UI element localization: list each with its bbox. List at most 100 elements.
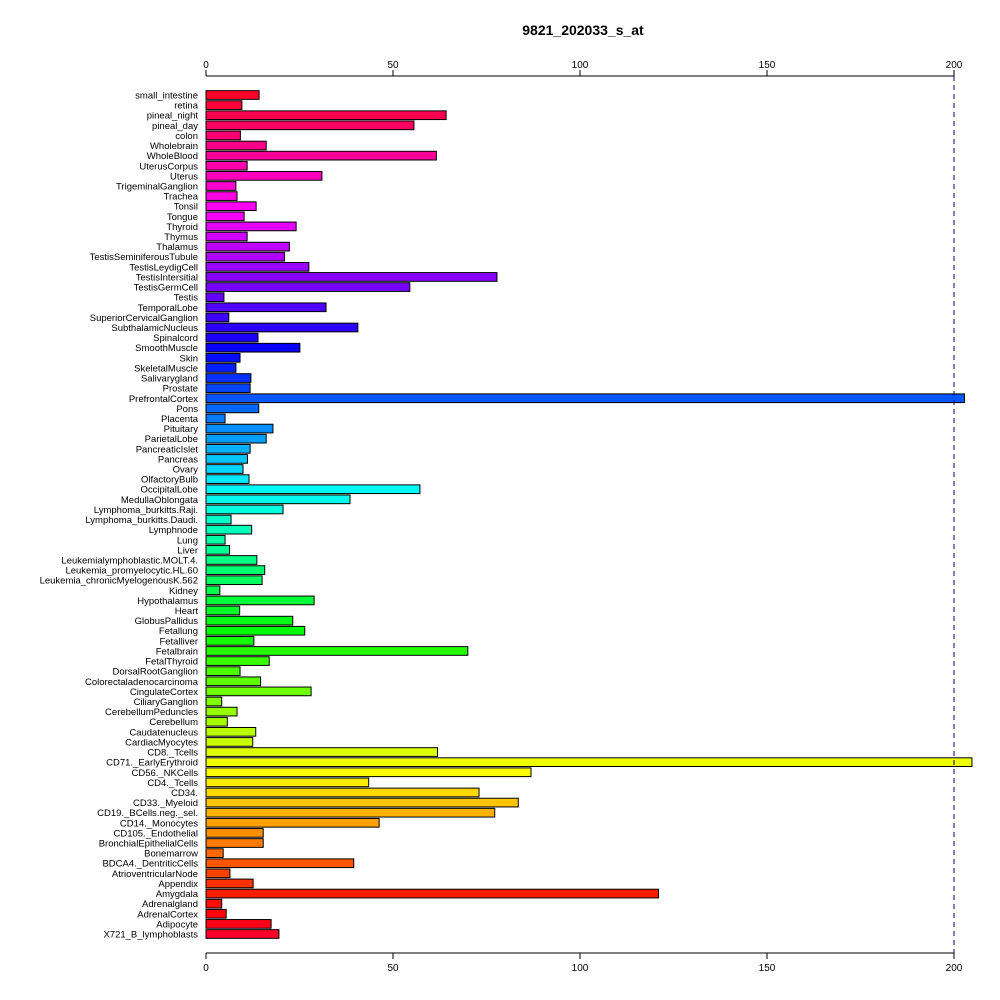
axis-tick-label: 0: [203, 963, 209, 974]
bar: [205, 261, 310, 272]
bar: [205, 272, 498, 282]
category-label: Cerebellum: [149, 717, 198, 728]
bar: [205, 423, 274, 434]
category-label: Testis: [174, 293, 199, 304]
category-label: CerebellumPeduncles: [105, 707, 198, 718]
category-label: Salivarygland: [141, 374, 198, 385]
axis-tick-label: 0: [203, 60, 209, 71]
bar: [205, 868, 231, 879]
bar: [205, 90, 260, 100]
bar: [205, 332, 259, 343]
bar: [205, 828, 264, 838]
category-label: small_intestine: [135, 91, 198, 102]
bar: [205, 120, 415, 131]
bar: [205, 737, 254, 747]
bar: [205, 656, 270, 666]
category-label: SuperiorCervicalGanglion: [90, 313, 198, 324]
bar: [205, 726, 257, 737]
category-label: Thalamus: [156, 242, 198, 253]
bar: [205, 676, 262, 687]
bars-group: [205, 90, 973, 939]
category-label: TestisGermCell: [134, 283, 198, 294]
category-label: SkeletalMuscle: [134, 363, 198, 374]
category-label: TestisSeminiferousTubule: [90, 252, 198, 263]
bar: [205, 150, 437, 161]
category-label: ParietalLobe: [145, 434, 198, 445]
bar: [205, 797, 519, 808]
category-label: Lymphoma_burkitts.Raji.: [94, 505, 198, 516]
bar: [205, 767, 532, 778]
category-label: Caudatenucleus: [129, 727, 198, 738]
bar: [205, 595, 315, 606]
category-label: Skin: [180, 353, 198, 364]
category-label: CardiacMyocytes: [125, 737, 198, 748]
axis-tick-label: 50: [387, 963, 399, 974]
bar: [205, 646, 469, 656]
category-label: X721_B_lymphoblasts: [103, 930, 198, 941]
category-label: AtrioventricularNode: [112, 869, 198, 880]
bar: [205, 929, 280, 939]
category-label: CD33._Myeloid: [133, 798, 198, 809]
bar: [205, 545, 231, 555]
category-label: Tongue: [167, 212, 198, 223]
bar: [205, 110, 447, 121]
bar: [205, 605, 241, 616]
bar: [205, 494, 351, 505]
bar: [205, 636, 255, 646]
bar: [205, 575, 263, 586]
bar: [205, 181, 237, 191]
category-label: CD19._BCells.neg._sel.: [97, 808, 198, 819]
bar: [205, 534, 226, 545]
category-label: Placenta: [161, 414, 199, 425]
category-label: Thyroid: [166, 222, 198, 233]
bar: [205, 251, 286, 262]
bar: [205, 807, 496, 818]
category-label: Appendix: [158, 879, 198, 890]
bar: [205, 221, 297, 232]
bar: [205, 686, 312, 697]
bar: [205, 443, 251, 454]
category-label: Lymphoma_burkitts.Daudi.: [85, 515, 198, 526]
bar: [205, 373, 252, 383]
category-label: CD56._NKCells: [131, 768, 198, 779]
bar: [205, 898, 223, 909]
category-label: PancreaticIslet: [136, 444, 199, 455]
category-label: Lung: [177, 535, 198, 546]
bar: [205, 231, 248, 242]
category-label: Bonemarrow: [144, 849, 198, 860]
bar: [205, 171, 323, 181]
bar: [205, 696, 223, 707]
category-label: TestisLeydigCell: [129, 262, 198, 273]
bar: [205, 352, 241, 363]
category-label: OccipitalLobe: [140, 485, 198, 496]
bar: [205, 716, 228, 727]
category-label: Leukemia_promyelocytic.HL.60: [65, 566, 198, 577]
bar: [205, 777, 370, 788]
axis-tick-label: 150: [759, 60, 776, 71]
category-label: CD4._Tcells: [147, 778, 198, 789]
bar: [205, 322, 359, 333]
category-label: PrefrontalCortex: [129, 394, 198, 405]
category-label: Ovary: [173, 465, 199, 476]
top-x-axis: 0 50 100 150 200: [203, 60, 963, 77]
category-label: Leukemialymphoblastic.MOLT.4.: [61, 555, 198, 566]
category-label: UterusCorpus: [139, 161, 198, 172]
category-label: Liver: [177, 545, 198, 556]
bar: [205, 201, 257, 212]
category-label: pineal_day: [152, 121, 198, 132]
bar: [205, 747, 439, 757]
bar: [205, 393, 965, 404]
bar: [205, 282, 411, 292]
category-label: Heart: [175, 606, 199, 617]
bar: [205, 524, 253, 535]
category-label: Hypothalamus: [137, 596, 198, 607]
category-label: pineal_night: [147, 111, 199, 122]
bar: [205, 817, 380, 828]
category-label: GlobusPallidus: [135, 616, 199, 627]
axis-tick-label: 100: [572, 963, 589, 974]
bar: [205, 241, 290, 252]
category-label: Prostate: [163, 384, 198, 395]
bar: [205, 565, 266, 575]
category-label: retina: [174, 101, 198, 112]
